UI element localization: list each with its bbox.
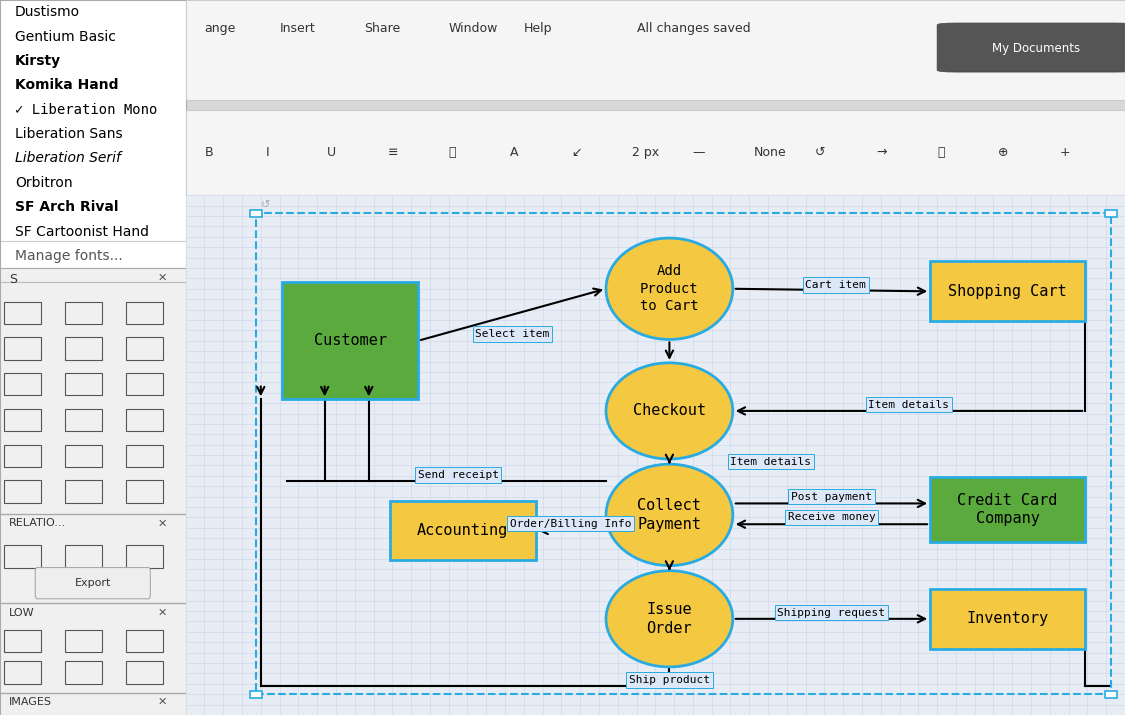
Text: 🪣: 🪣	[449, 146, 456, 159]
Text: Help: Help	[524, 21, 552, 34]
Text: ✕: ✕	[158, 272, 168, 282]
FancyBboxPatch shape	[1105, 210, 1117, 217]
Text: —: —	[693, 146, 705, 159]
FancyBboxPatch shape	[282, 282, 418, 399]
Text: Select item: Select item	[476, 329, 550, 339]
Text: None: None	[754, 146, 786, 159]
Ellipse shape	[606, 363, 732, 459]
FancyBboxPatch shape	[930, 477, 1086, 542]
FancyBboxPatch shape	[930, 589, 1086, 649]
Text: A: A	[510, 146, 519, 159]
Ellipse shape	[606, 464, 732, 566]
Text: Liberation Serif: Liberation Serif	[15, 152, 120, 165]
Text: My Documents: My Documents	[992, 41, 1080, 54]
FancyBboxPatch shape	[390, 500, 536, 561]
Text: Post payment: Post payment	[791, 492, 872, 502]
FancyBboxPatch shape	[35, 568, 151, 599]
Text: 🔒: 🔒	[937, 146, 945, 159]
Text: ↺: ↺	[261, 200, 270, 210]
Text: ✕: ✕	[158, 608, 168, 618]
Text: ≡: ≡	[388, 146, 398, 159]
Text: Receive money: Receive money	[788, 513, 875, 523]
FancyBboxPatch shape	[930, 262, 1086, 321]
Text: Komika Hand: Komika Hand	[15, 79, 118, 92]
Text: LOW: LOW	[9, 608, 35, 618]
Text: ↙: ↙	[570, 146, 582, 159]
FancyBboxPatch shape	[937, 23, 1125, 72]
Ellipse shape	[606, 238, 732, 340]
Text: Inventory: Inventory	[966, 611, 1048, 626]
Text: Cart item: Cart item	[806, 280, 866, 290]
Text: Shopping Cart: Shopping Cart	[948, 284, 1066, 299]
Text: +: +	[1060, 146, 1070, 159]
Text: ✓ Liberation Mono: ✓ Liberation Mono	[15, 103, 158, 117]
Text: Item details: Item details	[868, 400, 950, 410]
FancyBboxPatch shape	[250, 691, 262, 698]
Text: Item details: Item details	[730, 457, 811, 467]
Text: ange: ange	[205, 21, 236, 34]
Text: IMAGES: IMAGES	[9, 697, 52, 707]
Text: Collect
Payment: Collect Payment	[638, 498, 701, 532]
Text: RELATIO...: RELATIO...	[9, 518, 66, 528]
Text: I: I	[266, 146, 269, 159]
Text: Orbitron: Orbitron	[15, 176, 72, 189]
FancyBboxPatch shape	[1105, 691, 1117, 698]
Text: Window: Window	[449, 21, 498, 34]
Text: B: B	[205, 146, 213, 159]
Text: U: U	[326, 146, 335, 159]
Text: Checkout: Checkout	[633, 403, 705, 418]
Text: Issue
Order: Issue Order	[647, 602, 692, 636]
Text: Share: Share	[364, 21, 400, 34]
Text: Add
Product
to Cart: Add Product to Cart	[640, 265, 699, 313]
Text: ↺: ↺	[814, 146, 826, 159]
Text: Export: Export	[74, 578, 111, 588]
Text: Kirsty: Kirsty	[15, 54, 61, 68]
Text: Liberation Sans: Liberation Sans	[15, 127, 123, 141]
Ellipse shape	[606, 571, 732, 667]
Text: ✕: ✕	[158, 697, 168, 707]
Text: SF Cartoonist Hand: SF Cartoonist Hand	[15, 225, 148, 239]
Text: →: →	[876, 146, 886, 159]
Text: Insert: Insert	[279, 21, 315, 34]
Text: Credit Card
Company: Credit Card Company	[957, 493, 1058, 526]
Text: Accounting: Accounting	[417, 523, 508, 538]
Text: Gentium Basic: Gentium Basic	[15, 29, 116, 44]
Text: SF Arch Rival: SF Arch Rival	[15, 200, 118, 214]
Text: ✕: ✕	[158, 518, 168, 528]
Text: Order/Billing Info: Order/Billing Info	[510, 518, 631, 528]
Text: Shipping request: Shipping request	[777, 608, 885, 618]
FancyBboxPatch shape	[250, 210, 262, 217]
Text: Customer: Customer	[314, 333, 387, 348]
Text: 2 px: 2 px	[632, 146, 659, 159]
Text: Manage fonts...: Manage fonts...	[15, 249, 123, 263]
Text: S: S	[9, 272, 17, 285]
Text: Dustismo: Dustismo	[15, 5, 80, 19]
Text: Send receipt: Send receipt	[417, 470, 498, 480]
Text: Ship product: Ship product	[629, 675, 710, 685]
Text: All changes saved: All changes saved	[637, 21, 750, 34]
Text: ⊕: ⊕	[998, 146, 1009, 159]
